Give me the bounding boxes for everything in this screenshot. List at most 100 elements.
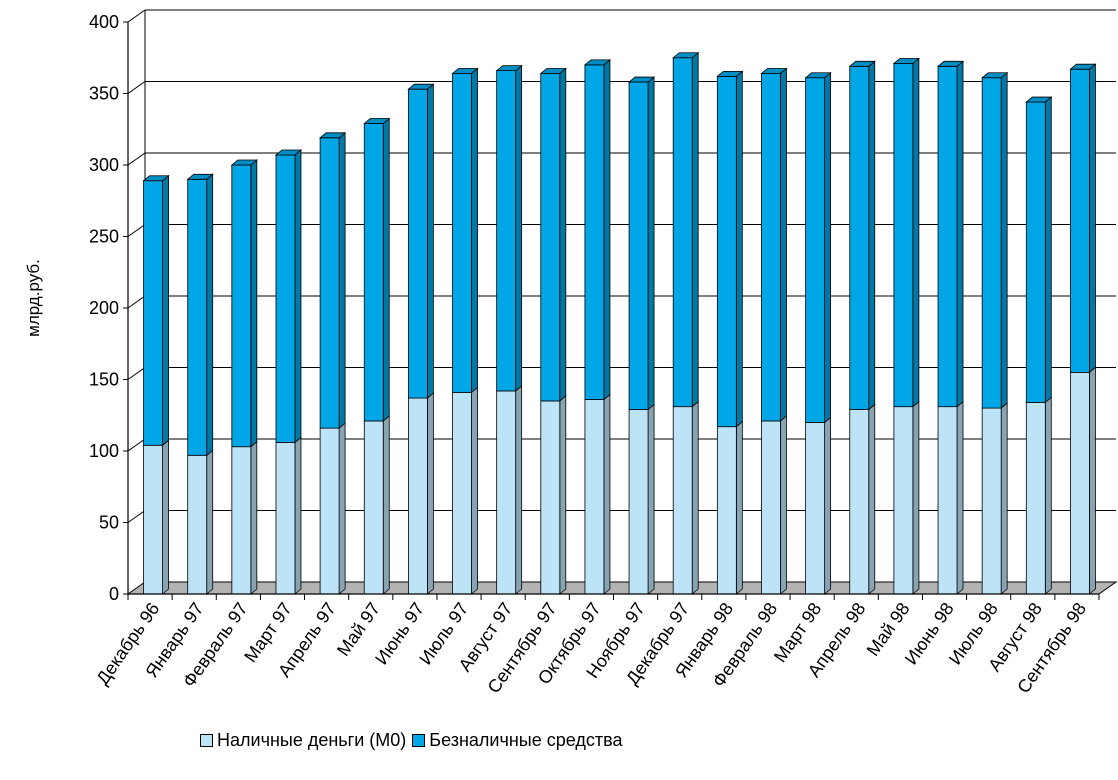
bar-side-cash (338, 422, 346, 595)
y-tick-label: 0 (109, 584, 119, 604)
bar-side-cash (250, 440, 258, 595)
bar-noncash (628, 81, 649, 410)
bar-cash (805, 421, 826, 595)
bar-side-cash (206, 449, 214, 595)
bar-side-cash (1044, 396, 1052, 595)
bar-side-cash (294, 436, 302, 595)
bar-noncash (231, 164, 252, 448)
bar-top (363, 118, 391, 124)
bar-noncash (319, 137, 340, 429)
bar-cash (407, 397, 428, 595)
bar-side-noncash (1089, 63, 1096, 374)
bar-side-noncash (912, 57, 920, 408)
bar-top (1025, 96, 1053, 103)
bar-side-noncash (559, 67, 567, 402)
bar-side-noncash (647, 76, 655, 411)
bar-noncash (584, 64, 605, 400)
bar-side-noncash (824, 71, 832, 424)
bar-noncash (1025, 101, 1046, 403)
bar-top (142, 175, 170, 182)
gridline-diagonal (127, 9, 146, 23)
bar-cash (143, 444, 163, 595)
legend: Наличные деньги (М0) Безналичные средств… (200, 730, 628, 751)
bar-side-cash (471, 386, 478, 595)
bar-top (936, 60, 965, 67)
bar-cash (981, 407, 1002, 595)
bar-cash (319, 427, 340, 595)
bar-top (672, 52, 700, 59)
bar-cash (761, 420, 781, 595)
bar-noncash (540, 73, 561, 402)
y-tick-label: 100 (89, 441, 119, 461)
bar-noncash (452, 73, 472, 393)
bar-side-noncash (294, 149, 302, 444)
bar-side-cash (162, 439, 169, 595)
gridline-diagonal (127, 438, 146, 452)
bar-cash (1070, 371, 1090, 595)
legend-label-noncash: Безналичные средства (429, 730, 623, 750)
bar-cash (540, 400, 561, 595)
bar-side-noncash (603, 59, 611, 401)
bar-cash (452, 391, 472, 595)
bar-noncash (716, 75, 737, 428)
bar-side-noncash (1000, 71, 1008, 409)
bar-side-noncash (735, 70, 743, 428)
y-tick-label: 300 (89, 155, 119, 175)
bar-noncash (672, 57, 693, 408)
bar-noncash (407, 88, 428, 399)
bar-top (892, 58, 920, 64)
bar-side-cash (603, 393, 611, 595)
bar-side-noncash (338, 131, 346, 429)
legend-item-noncash: Безналичные средства (412, 730, 622, 751)
bar-noncash (761, 73, 781, 422)
bar-noncash (496, 70, 517, 392)
bar-top (804, 72, 832, 79)
bar-cash (231, 446, 252, 595)
legend-swatch-cash (200, 734, 213, 747)
bar-side-cash (735, 420, 743, 595)
bar-cash (275, 442, 296, 595)
bar-side-noncash (382, 117, 390, 422)
bar-cash (187, 454, 208, 595)
bar-top (495, 65, 523, 72)
bar-top (716, 70, 744, 77)
gridline-diagonal (127, 295, 146, 309)
bar-side-cash (868, 403, 876, 595)
bar-side-cash (912, 400, 920, 595)
bar-top (583, 59, 612, 66)
bar-cash (584, 399, 605, 595)
gridline-diagonal (127, 510, 146, 523)
bar-top (627, 76, 656, 83)
bar-side-noncash (515, 64, 523, 392)
y-tick-label: 150 (89, 370, 119, 390)
bar-side-cash (1000, 402, 1008, 595)
bar-cash (716, 426, 737, 595)
bar-side-noncash (868, 60, 876, 411)
gridline-diagonal (127, 367, 146, 380)
bar-noncash (143, 180, 163, 446)
y-axis-title: млрд.руб. (14, 248, 54, 348)
bar-side-noncash (1044, 96, 1052, 404)
gridline-diagonal (127, 152, 146, 166)
bar-side-noncash (691, 51, 699, 408)
bar-noncash (275, 154, 296, 443)
bar-noncash (893, 63, 914, 408)
bar-cash (1025, 401, 1046, 595)
bar-noncash (187, 178, 208, 456)
bar-noncash (1070, 68, 1090, 373)
bar-top (451, 68, 479, 74)
legend-label-cash: Наличные деньги (М0) (217, 730, 407, 750)
bar-side-cash (780, 415, 787, 595)
bar-side-noncash (250, 159, 258, 448)
bar-cash (496, 390, 517, 595)
gridline-diagonal (127, 81, 146, 94)
bar-noncash (981, 77, 1002, 409)
bar-side-noncash (956, 60, 964, 408)
bar-top (230, 159, 258, 166)
bar-top (319, 132, 347, 139)
bar-top (848, 60, 876, 67)
bar-noncash (363, 123, 384, 422)
bar-cash (937, 406, 958, 595)
bar-top (760, 68, 788, 74)
